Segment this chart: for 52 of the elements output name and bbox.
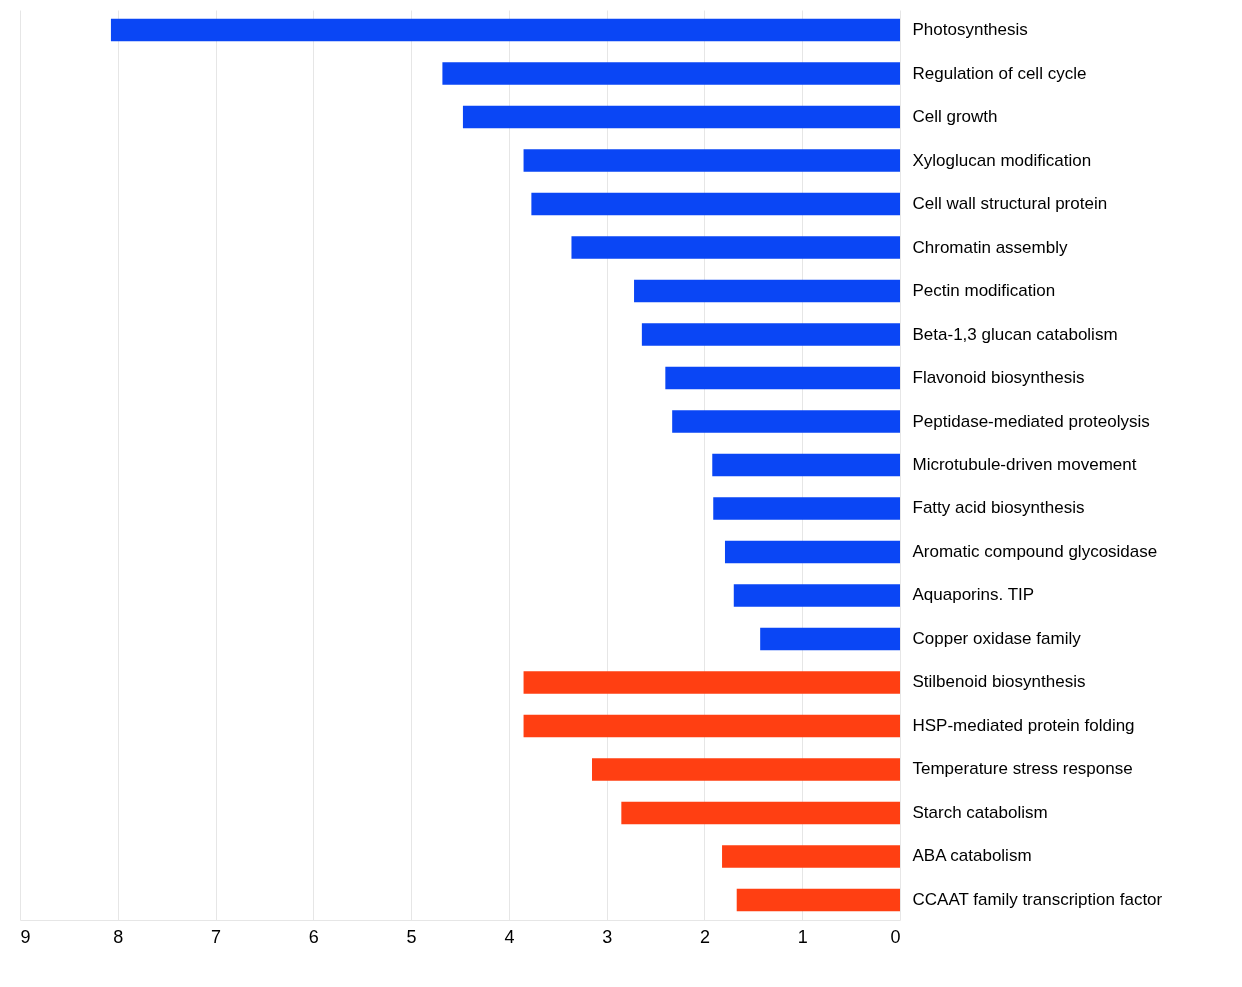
x-tick-label: 4: [504, 926, 515, 947]
y-tick-label: Beta-1,3 glucan catabolism: [912, 324, 1118, 344]
y-tick-label: Fatty acid biosynthesis: [912, 498, 1085, 518]
bar: [760, 627, 900, 651]
x-tick-label: 7: [211, 926, 222, 947]
bar: [665, 366, 900, 390]
bar: [722, 845, 900, 868]
bar: [592, 758, 900, 781]
bar: [733, 584, 900, 607]
y-tick-label: Xyloglucan modification: [912, 150, 1092, 170]
y-tick-label: Cell wall structural protein: [912, 194, 1108, 214]
bar: [672, 410, 900, 433]
y-tick-label: Stilbenoid biosynthesis: [912, 672, 1086, 692]
y-tick-label: HSP-mediated protein folding: [912, 715, 1135, 735]
x-tick-label: 9: [20, 926, 31, 947]
bar: [641, 323, 900, 346]
bar: [724, 540, 900, 564]
y-tick-label: Photosynthesis: [912, 20, 1028, 40]
bar: [713, 497, 900, 520]
bar: [523, 671, 900, 694]
y-tick-label: Aquaporins. TIP: [912, 585, 1035, 605]
y-tick-label: CCAAT family transcription factor: [912, 889, 1163, 909]
bar: [634, 279, 900, 303]
x-tick-label: 3: [602, 926, 613, 947]
y-tick-label: ABA catabolism: [912, 846, 1032, 866]
bar: [523, 714, 900, 738]
y-tick-label: Flavonoid biosynthesis: [912, 368, 1085, 387]
y-tick-label: Chromatin assembly: [912, 237, 1068, 257]
y-tick-label: Temperature stress response: [912, 759, 1133, 779]
x-tick-label: 5: [406, 926, 417, 947]
bar: [736, 888, 900, 912]
y-tick-label: Starch catabolism: [912, 802, 1048, 822]
bar: [442, 62, 900, 85]
x-tick-label: 1: [797, 926, 808, 947]
bar: [621, 801, 900, 825]
y-tick-label: Aromatic compound glycosidase: [912, 542, 1158, 561]
x-tick-label: 2: [699, 926, 710, 947]
x-tick-label: 6: [308, 926, 319, 947]
y-tick-label: Microtubule-driven movement: [912, 455, 1137, 474]
bar: [462, 105, 900, 129]
bar: [531, 192, 900, 216]
bar: [110, 18, 900, 42]
y-tick-label: Regulation of cell cycle: [912, 63, 1087, 83]
y-tick-label: Pectin modification: [912, 281, 1056, 300]
x-tick-label: 8: [113, 926, 124, 947]
x-tick-label: 0: [890, 926, 901, 947]
y-tick-label: Copper oxidase family: [912, 629, 1082, 648]
y-tick-label: Peptidase-mediated proteolysis: [912, 411, 1150, 431]
bar: [523, 149, 900, 172]
y-tick-label: Cell growth: [912, 107, 998, 127]
bar: [712, 453, 900, 477]
bar: [571, 236, 900, 259]
